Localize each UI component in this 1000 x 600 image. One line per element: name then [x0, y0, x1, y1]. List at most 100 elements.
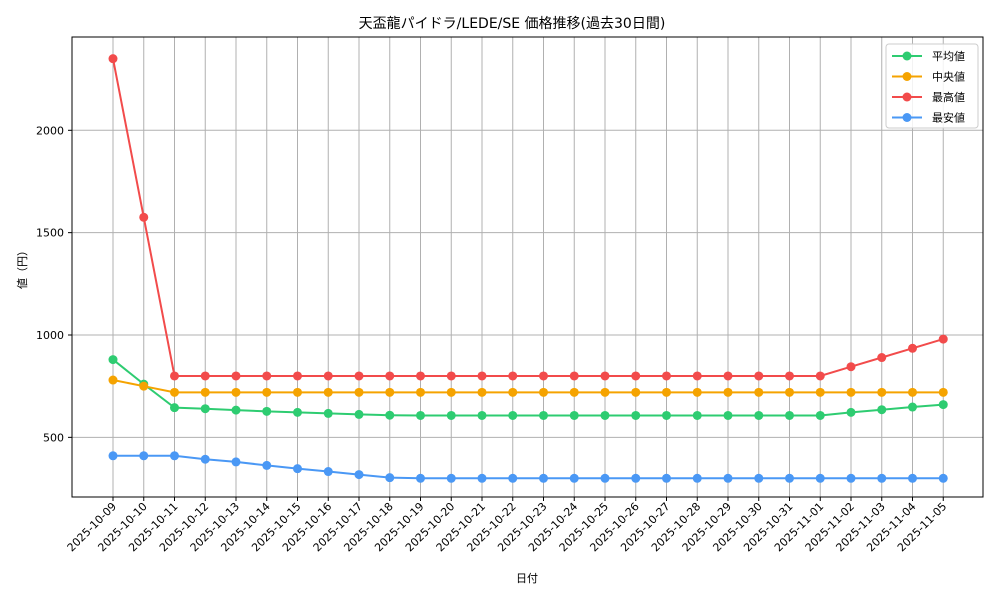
data-point: [416, 371, 425, 381]
legend-marker-icon: [902, 113, 912, 122]
data-point: [877, 405, 887, 415]
data-point: [631, 371, 641, 381]
data-point: [108, 355, 118, 365]
data-point: [446, 410, 456, 420]
data-point: [385, 387, 395, 397]
data-point: [323, 371, 333, 381]
data-series: [108, 54, 948, 483]
data-point: [539, 387, 548, 397]
data-point: [600, 371, 610, 381]
data-point: [262, 406, 272, 416]
data-point: [477, 371, 487, 381]
legend-label: 最高値: [932, 90, 965, 104]
data-point: [262, 387, 272, 397]
data-point: [262, 460, 272, 470]
legend-label: 最安値: [932, 111, 965, 125]
data-point: [723, 473, 733, 483]
data-point: [446, 371, 456, 381]
data-point: [908, 387, 917, 397]
x-axis-ticks: 2025-10-092025-10-102025-10-112025-10-12…: [65, 497, 949, 554]
data-point: [385, 410, 395, 420]
data-point: [293, 371, 302, 381]
data-point: [815, 410, 825, 420]
data-point: [170, 387, 179, 397]
data-point: [385, 473, 395, 483]
data-point: [692, 410, 702, 420]
data-point: [631, 387, 641, 397]
data-point: [600, 387, 610, 397]
data-point: [754, 410, 764, 420]
data-point: [477, 410, 487, 420]
chart-title: 天盃龍パイドラ/LEDE/SE 価格推移(過去30日間): [359, 15, 666, 32]
data-point: [785, 387, 794, 397]
data-point: [600, 473, 610, 483]
data-point: [170, 371, 179, 381]
data-point: [815, 473, 825, 483]
data-point: [815, 387, 825, 397]
data-point: [662, 473, 671, 483]
data-point: [723, 410, 733, 420]
data-point: [139, 381, 149, 391]
data-point: [323, 408, 333, 418]
data-point: [569, 410, 579, 420]
data-point: [754, 371, 764, 381]
data-point: [354, 387, 364, 397]
data-point: [508, 473, 518, 483]
data-point: [754, 473, 764, 483]
y-tick-label: 500: [43, 431, 64, 444]
data-point: [200, 454, 210, 464]
data-point: [846, 387, 856, 397]
data-point: [662, 371, 671, 381]
data-point: [293, 464, 302, 474]
series-3: [108, 451, 948, 483]
data-point: [569, 387, 579, 397]
data-point: [416, 387, 425, 397]
data-point: [938, 387, 948, 397]
data-point: [200, 371, 210, 381]
data-point: [938, 334, 948, 344]
x-axis-label: 日付: [516, 572, 538, 585]
data-point: [170, 451, 179, 461]
data-point: [938, 473, 948, 483]
data-point: [323, 467, 333, 477]
series-line: [112, 379, 944, 394]
data-point: [877, 473, 887, 483]
series-0: [108, 355, 948, 420]
data-point: [846, 362, 856, 372]
y-tick-label: 1500: [36, 227, 64, 240]
data-point: [539, 473, 548, 483]
data-point: [662, 387, 671, 397]
data-point: [938, 400, 948, 410]
y-axis-label: 値（円）: [16, 245, 29, 289]
data-point: [785, 410, 794, 420]
data-point: [416, 473, 425, 483]
data-point: [354, 371, 364, 381]
data-point: [846, 407, 856, 417]
data-point: [908, 343, 917, 353]
data-point: [539, 371, 548, 381]
legend-box: [885, 43, 979, 129]
data-point: [293, 407, 302, 417]
data-point: [569, 371, 579, 381]
series-line: [113, 454, 944, 480]
data-point: [908, 402, 917, 412]
legend-label: 平均値: [932, 50, 965, 63]
data-point: [569, 473, 579, 483]
data-point: [416, 410, 425, 420]
data-point: [508, 371, 518, 381]
data-point: [200, 404, 210, 414]
data-point: [200, 387, 210, 397]
data-point: [293, 387, 302, 397]
data-point: [108, 54, 118, 64]
data-point: [477, 473, 487, 483]
data-point: [662, 410, 671, 420]
data-point: [723, 371, 733, 381]
legend-marker-icon: [902, 72, 912, 81]
series-2: [108, 54, 948, 381]
grid-lines: [72, 37, 983, 497]
data-point: [631, 410, 641, 420]
data-point: [354, 409, 364, 419]
data-point: [631, 473, 641, 483]
data-point: [262, 371, 272, 381]
